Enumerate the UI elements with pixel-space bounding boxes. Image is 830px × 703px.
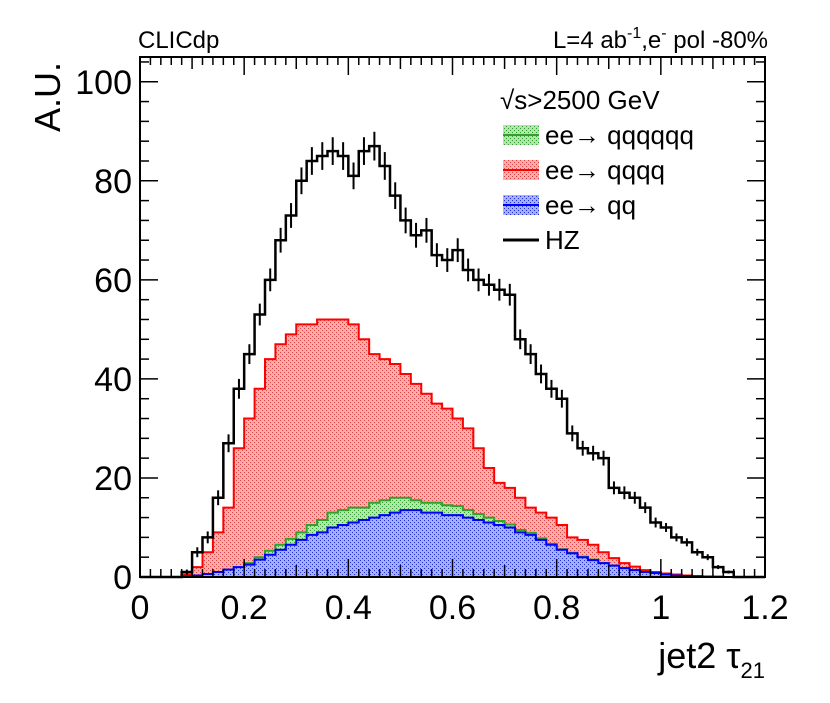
- y-tick-label: 20: [94, 460, 132, 498]
- x-tick-label: 0.2: [221, 589, 268, 627]
- x-tick-label: 0.4: [325, 589, 372, 627]
- x-tick-label: 1: [651, 589, 670, 627]
- x-tick-label: 0: [131, 589, 150, 627]
- area-qqqq: [140, 319, 765, 577]
- hz-step-line: [140, 144, 765, 579]
- legend-label-qqqq: ee→ qqqq: [545, 155, 665, 185]
- legend-label-qq: ee→ qq: [545, 190, 636, 220]
- x-tick-label: 0.6: [429, 589, 476, 627]
- legend: √s>2500 GeV ee→ qqqqqq ee→ qqqq ee→ qq H…: [500, 85, 694, 255]
- x-axis-title: jet2 τ21: [657, 635, 765, 683]
- legend-label-qqqqqq: ee→ qqqqqq: [545, 120, 694, 150]
- y-tick-label: 60: [94, 262, 132, 300]
- plot-series: [140, 131, 765, 579]
- outline-qqqq: [140, 318, 765, 578]
- legend-label-hz: HZ: [545, 225, 580, 255]
- header-left: CLICdp: [138, 27, 219, 54]
- x-tick-label: 0.8: [533, 589, 580, 627]
- y-tick-label: 100: [75, 64, 132, 102]
- y-tick-label: 80: [94, 163, 132, 201]
- x-tick-label: 1.2: [741, 589, 788, 627]
- header-right: L=4 ab-1,e- pol -80%: [553, 25, 768, 54]
- axis-ticks: 0 0.2 0.4 0.6 0.8 1 1.2 0 20 40 60 80 100: [75, 57, 789, 627]
- area-qq: [140, 510, 765, 577]
- y-axis-title: A.U.: [27, 62, 68, 132]
- y-tick-label: 40: [94, 361, 132, 399]
- y-tick-label: 0: [113, 559, 132, 597]
- legend-header: √s>2500 GeV: [500, 85, 660, 115]
